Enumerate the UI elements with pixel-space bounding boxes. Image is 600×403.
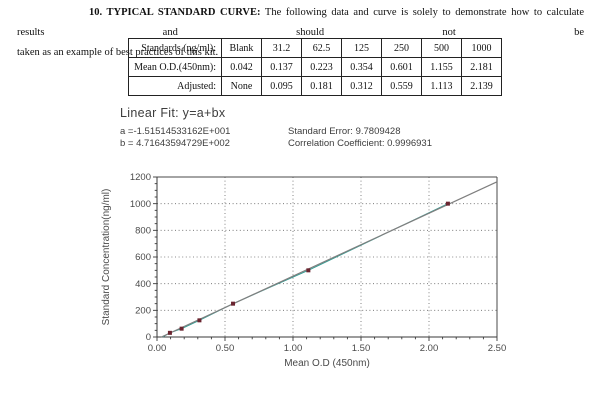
- data-polyline: [162, 203, 449, 338]
- table-cell: 2.139: [461, 76, 502, 96]
- x-tick-label: 2.00: [420, 343, 439, 354]
- y-tick-label: 600: [135, 252, 151, 263]
- data-point-marker: [231, 301, 236, 306]
- table-row-adjusted: Adjusted: None 0.095 0.181 0.312 0.559 1…: [128, 76, 502, 96]
- y-tick-label: 0: [146, 332, 151, 343]
- x-tick-label: 0.00: [148, 343, 167, 354]
- x-tick-label: 0.50: [216, 343, 235, 354]
- table-cell: 1000: [461, 38, 502, 58]
- data-point-marker: [179, 326, 184, 331]
- standard-error-value: Standard Error: 9.7809428: [288, 126, 401, 137]
- table-row-mean-od: Mean O.D.(450nm): 0.042 0.137 0.223 0.35…: [128, 57, 502, 77]
- x-tick-label: 1.00: [284, 343, 303, 354]
- y-tick-label: 1000: [130, 199, 151, 210]
- row-label-mean-od: Mean O.D.(450nm):: [128, 57, 222, 77]
- x-axis-title: Mean O.D (450nm): [284, 358, 370, 369]
- correlation-coefficient-value: Correlation Coefficient: 0.9996931: [288, 138, 433, 149]
- standards-table: Standards (ng/ml): Blank 31.2 62.5 125 2…: [128, 38, 502, 96]
- data-point-marker: [306, 268, 311, 273]
- section-heading: 10. TYPICAL STANDARD CURVE:: [89, 7, 261, 18]
- table-cell: 250: [381, 38, 422, 58]
- paragraph-line-2: taken as an example of best practices of…: [17, 47, 219, 58]
- table-cell: 1.155: [421, 57, 462, 77]
- table-cell: 125: [341, 38, 382, 58]
- paragraph-line-1-text: The following data and curve is solely t…: [17, 7, 584, 38]
- table-cell: 0.601: [381, 57, 422, 77]
- y-tick-label: 200: [135, 306, 151, 317]
- table-cell: 1.113: [421, 76, 462, 96]
- fit-intercept-value: a =-1.51514533162E+001: [120, 126, 231, 137]
- data-point-marker: [197, 318, 202, 323]
- data-point-marker: [167, 330, 172, 335]
- y-tick-label: 1200: [130, 172, 151, 183]
- y-tick-label: 400: [135, 279, 151, 290]
- data-point-marker: [445, 201, 450, 206]
- y-tick-label: 800: [135, 226, 151, 237]
- table-cell: 0.181: [301, 76, 342, 96]
- table-cell: 0.223: [301, 57, 342, 77]
- row-label-standards: Standards (ng/ml):: [128, 38, 222, 58]
- table-cell: Blank: [221, 38, 262, 58]
- fit-slope-value: b = 4.71643594729E+002: [120, 138, 230, 149]
- table-cell: 0.354: [341, 57, 382, 77]
- row-label-adjusted: Adjusted:: [128, 76, 222, 96]
- table-cell: 0.042: [221, 57, 262, 77]
- table-cell: 0.137: [261, 57, 302, 77]
- table-cell: 0.312: [341, 76, 382, 96]
- y-axis-title: Standard Concentration(ng/ml): [101, 189, 112, 326]
- table-cell: 2.181: [461, 57, 502, 77]
- x-tick-label: 2.50: [488, 343, 507, 354]
- table-cell: 0.559: [381, 76, 422, 96]
- table-cell: 62.5: [301, 38, 342, 58]
- table-cell: 31.2: [261, 38, 302, 58]
- table-cell: 0.095: [261, 76, 302, 96]
- table-row-standards: Standards (ng/ml): Blank 31.2 62.5 125 2…: [128, 38, 502, 58]
- fit-line: [161, 181, 498, 338]
- linear-fit-title: Linear Fit: y=a+bx: [120, 106, 226, 120]
- table-cell: None: [221, 76, 262, 96]
- table-cell: 500: [421, 38, 462, 58]
- section-paragraph: 10. TYPICAL STANDARD CURVE: The followin…: [17, 3, 584, 63]
- x-tick-label: 1.50: [352, 343, 371, 354]
- paragraph-line-1: 10. TYPICAL STANDARD CURVE: The followin…: [17, 3, 584, 43]
